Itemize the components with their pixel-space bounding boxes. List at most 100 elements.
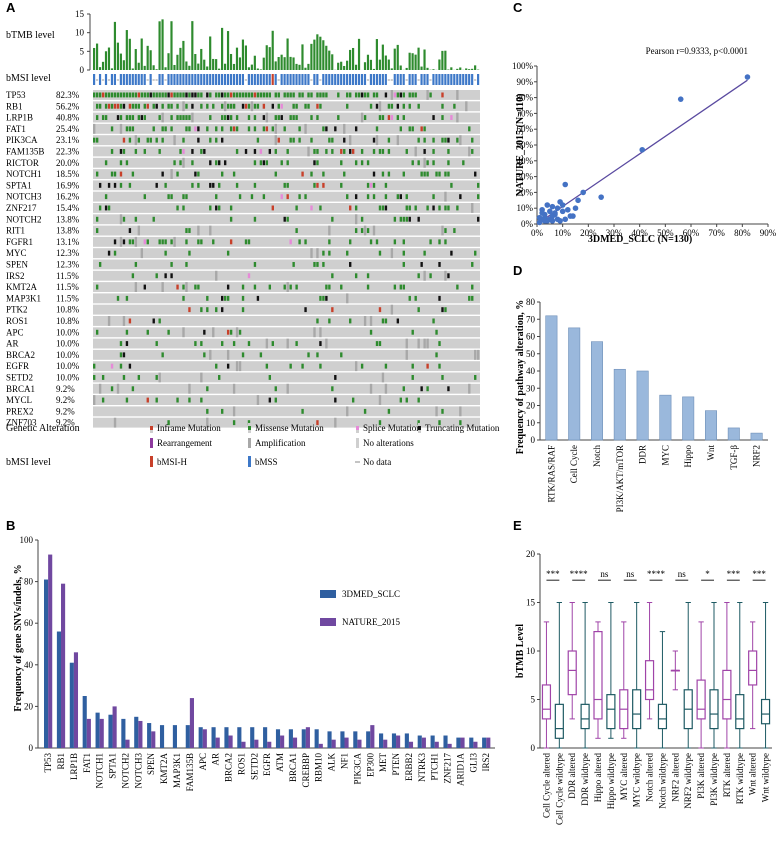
alteration-cell [131,103,135,109]
alteration-cell [298,194,301,200]
alteration-cell [238,329,242,335]
amplification-cell [173,135,176,146]
gene-row-background [93,101,480,112]
alteration-cell [173,92,176,98]
panel-c-point [598,194,604,200]
gene-frequency: 25.4% [56,124,80,134]
panel-d-bar [727,427,740,441]
alteration-cell [411,126,414,132]
amplification-cell [316,248,319,259]
panel-e-box [593,630,603,720]
tmb-bar [420,66,423,70]
msi-cell [268,74,271,85]
amplification-cell [182,327,185,338]
msi-track [93,74,480,85]
amplification-cell [384,383,388,394]
alteration-cell [200,307,203,313]
alteration-cell [185,126,188,132]
gene-name: KMT2A [6,282,37,292]
alteration-cell [226,363,230,369]
msi-cell [456,74,459,85]
alteration-cell [366,228,370,233]
alteration-cell [274,171,277,177]
tmb-bar [253,55,256,70]
alteration-cell [104,103,108,109]
alteration-cell [203,352,206,358]
alteration-cell [197,171,200,177]
panel-b-bar-3dmed [482,737,487,748]
amplification-cell [206,417,209,428]
amplification-cell [319,327,322,338]
tmb-bar [408,52,411,70]
panel-b-x-tick-label: PTCH1 [430,753,440,781]
alteration-cell [295,341,298,346]
alteration-cell [277,137,280,143]
legend-amplification: Amplification [255,438,306,448]
tmb-bar [450,67,453,70]
panel-e-x-tick-label: DDR altered [567,753,577,799]
alteration-cell [164,182,167,188]
alteration-cell [471,137,474,143]
legend-swatch-no-alterations [356,438,359,448]
tmb-bar [274,61,277,70]
panel-e-x-tick-label: PI3K wildtype [709,753,719,806]
gene-name: PIK3CA [6,135,38,145]
tmb-bar [173,64,176,70]
alteration-cell [354,92,358,98]
alteration-cell [372,92,376,98]
panel-b-bar-nature [434,741,439,748]
gene-name: MAP3K1 [6,293,41,303]
gene-name: IRS2 [6,271,25,281]
gene-name: FAT1 [6,124,26,134]
alteration-cell [221,307,224,313]
alteration-cell [93,92,96,98]
alteration-cell [325,149,328,154]
alteration-cell [265,92,269,98]
alteration-cell [197,239,200,245]
msi-cell [247,74,250,85]
panel-d-y-tick-label: 30 [526,383,536,393]
alteration-cell [477,216,480,222]
alteration-cell [331,216,334,222]
alteration-cell [304,194,307,200]
alteration-cell [354,273,358,279]
panel-c-point [562,181,569,188]
alteration-cell [429,273,432,279]
alteration-cell [447,149,450,154]
tmb-bar [351,47,355,70]
msi-cell [158,74,161,85]
alteration-cell [137,92,141,98]
alteration-cell [143,284,146,290]
msi-cell [384,74,387,85]
alteration-cell [128,363,132,369]
msi-cell [375,74,378,85]
alteration-cell [295,228,298,233]
alteration-cell [170,273,173,279]
tmb-bar [226,31,230,70]
alteration-cell [405,149,408,154]
alteration-cell [438,341,441,346]
msi-cell [357,74,361,85]
amplification-cell [381,372,385,383]
legend-swatch-bmsi-h [150,456,153,467]
gene-row-background [93,372,480,383]
tmb-bar [289,56,292,70]
amplification-cell [307,146,310,157]
panel-b-x-tick-label: IRS2 [481,753,491,772]
tmb-bar [221,27,224,70]
gene-frequency: 11.5% [56,282,79,292]
alteration-cell [456,137,459,143]
tmb-bar [137,62,140,70]
alteration-cell [360,216,364,222]
alteration-cell [274,386,277,392]
alteration-cell [170,262,173,267]
alteration-cell [131,92,135,98]
tmb-level-label: bTMB level [6,30,55,41]
alteration-cell [280,115,283,120]
alteration-cell [262,194,266,200]
alteration-cell [375,126,379,132]
alteration-cell [441,137,444,143]
panel-b-x-tick-label: SETD2 [249,753,259,780]
alteration-cell [319,295,322,301]
amplification-cell [354,361,358,372]
